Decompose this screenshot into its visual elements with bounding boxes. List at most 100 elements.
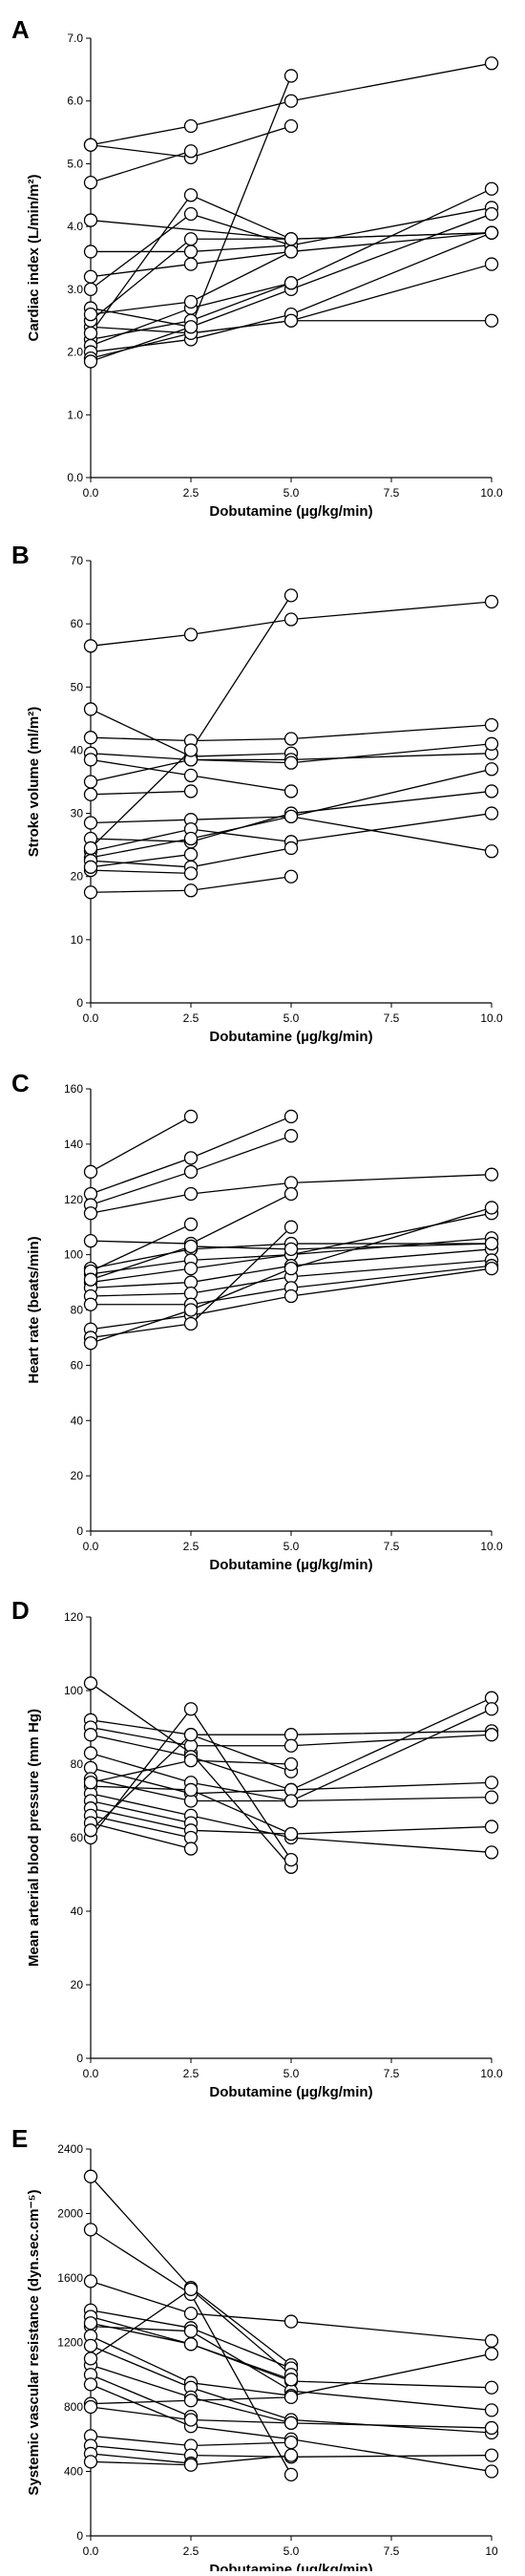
series-line <box>90 869 192 875</box>
series-line <box>90 1719 493 1735</box>
chart-panel-c: C 0 20 40 60 80 100 120 140 160 0.0 2.5 5.0 7.5 10.0 Do… <box>11 1069 503 1573</box>
y-tick-label: 160 <box>64 1082 83 1096</box>
y-tick-label: 20 <box>71 1978 84 1991</box>
data-point <box>183 1316 199 1331</box>
x-tick-label: 0.0 <box>83 2544 99 2558</box>
y-tick-label: 2000 <box>57 2207 83 2221</box>
data-point <box>484 1236 499 1251</box>
y-axis-title: Cardiac index (L/min/m²) <box>26 174 42 341</box>
data-point <box>484 762 499 777</box>
y-tick-label: 60 <box>71 1358 84 1372</box>
y-tick-label: 140 <box>64 1138 83 1151</box>
x-tick-label: 7.5 <box>384 1540 400 1553</box>
data-point <box>83 1297 98 1311</box>
series-line <box>90 853 192 868</box>
data-point <box>183 1261 199 1276</box>
chart-panel-d: D 0 20 40 60 80 100 120 0.0 2.5 5.0 7.5 10.0 Dobutami… <box>11 1596 503 2100</box>
data-point <box>284 841 299 856</box>
data-point <box>83 1776 98 1790</box>
data-point <box>183 1239 199 1254</box>
y-tick-label: 20 <box>71 1469 84 1482</box>
series-line <box>90 1793 493 1854</box>
x-tick-label: 10.0 <box>480 2067 503 2080</box>
panel-letter: C <box>11 1069 30 1097</box>
data-point <box>183 2306 199 2321</box>
data-point <box>284 588 299 603</box>
data-point <box>484 2380 499 2395</box>
series-line <box>90 62 493 146</box>
data-point <box>183 831 199 846</box>
data-point <box>484 2333 499 2348</box>
data-point <box>484 206 499 222</box>
series-line <box>90 2444 493 2458</box>
series-line <box>90 816 493 859</box>
x-tick-label: 0.0 <box>83 1011 99 1025</box>
panel-letter: A <box>11 15 30 44</box>
data-point <box>183 257 199 271</box>
data-point <box>484 2403 499 2417</box>
y-tick-label: 5.0 <box>67 157 83 170</box>
data-point <box>484 1776 499 1790</box>
data-point <box>83 2455 98 2469</box>
data-point <box>83 816 98 830</box>
data-point <box>183 118 199 134</box>
y-tick-label: 0 <box>76 996 83 1010</box>
y-tick-label: 120 <box>64 1610 83 1624</box>
y-tick-label: 120 <box>64 1193 83 1206</box>
y-tick-label: 400 <box>64 2465 83 2479</box>
data-point <box>484 1201 499 1215</box>
series-line <box>90 753 493 760</box>
y-tick-label: 30 <box>71 807 84 820</box>
y-axis-title: Systemic vascular resistance (dyn.sec.cm… <box>26 2189 42 2495</box>
data-point <box>83 2274 98 2289</box>
panel-letter: E <box>11 2124 28 2153</box>
y-tick-label: 60 <box>71 617 84 630</box>
x-axis-title: Dobutamine (µg/kg/min) <box>209 1557 372 1573</box>
data-point <box>83 213 98 227</box>
x-tick-label: 5.0 <box>284 1540 300 1553</box>
data-point <box>183 2458 199 2472</box>
x-tick-label: 2.5 <box>183 486 200 500</box>
data-point <box>83 1272 98 1287</box>
data-point <box>484 717 499 733</box>
data-point <box>284 784 299 798</box>
data-point <box>83 282 98 297</box>
series-line <box>90 150 192 183</box>
data-point <box>83 860 98 874</box>
data-point <box>484 313 499 328</box>
chart-panel-e: E 0 400 800 1200 1600 2000 2400 0.0 2.5 5.0 7.5 10 Do… <box>11 2124 499 2576</box>
data-point <box>83 2377 98 2392</box>
series-line <box>90 2325 493 2412</box>
data-point <box>83 307 98 322</box>
x-tick-label: 2.5 <box>183 1540 200 1553</box>
series-line <box>90 213 493 328</box>
data-point <box>284 313 299 328</box>
data-point <box>183 628 199 642</box>
data-point <box>183 2324 199 2338</box>
data-point <box>83 841 98 856</box>
data-point <box>284 1756 299 1772</box>
data-point <box>83 1746 98 1760</box>
series-line <box>90 2374 192 2417</box>
data-point <box>183 144 199 159</box>
data-point <box>284 118 299 134</box>
series-line <box>90 1708 493 1802</box>
data-point <box>484 2464 499 2479</box>
data-point <box>284 1242 299 1256</box>
data-point <box>284 245 299 259</box>
data-point <box>83 1728 98 1742</box>
series-line <box>90 2280 493 2342</box>
data-point <box>284 2314 299 2329</box>
x-tick-label: 2.5 <box>183 2544 200 2558</box>
data-point <box>183 768 199 783</box>
x-tick-label: 10 <box>485 2544 498 2558</box>
data-point <box>484 1702 499 1716</box>
data-point <box>83 2223 98 2237</box>
data-point <box>183 1782 199 1798</box>
x-tick-label: 5.0 <box>284 2067 300 2080</box>
series-line <box>90 1821 192 1850</box>
series-line <box>90 2453 192 2464</box>
data-point <box>484 2448 499 2462</box>
data-point <box>183 294 199 309</box>
